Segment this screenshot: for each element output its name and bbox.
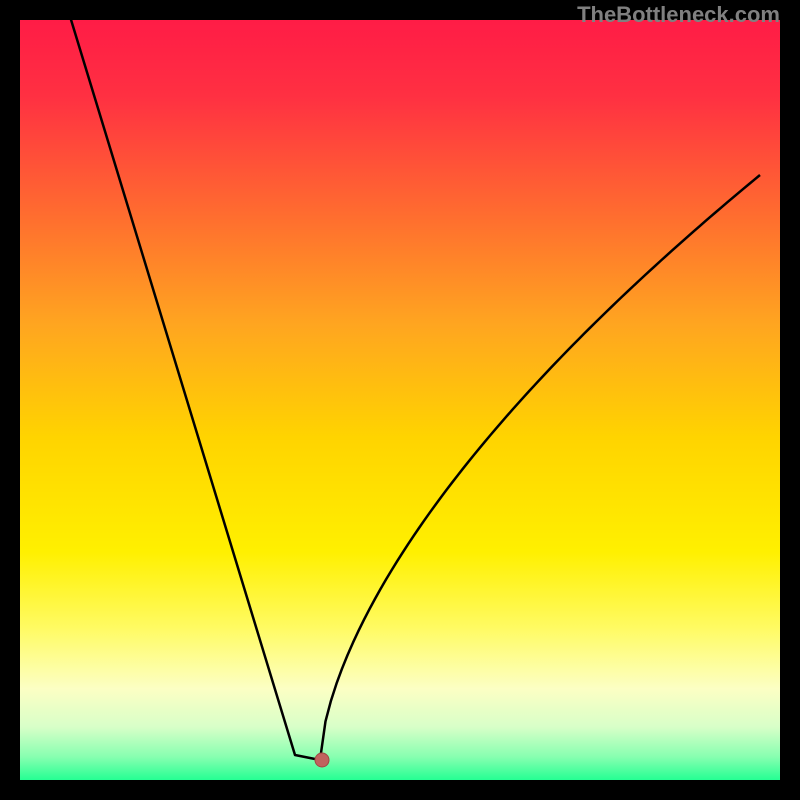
plot-area xyxy=(20,20,780,780)
plot-svg xyxy=(20,20,780,780)
gradient-background xyxy=(20,20,780,780)
watermark-text: TheBottleneck.com xyxy=(577,2,780,28)
chart-frame: TheBottleneck.com xyxy=(0,0,800,800)
vertex-marker xyxy=(315,753,329,767)
